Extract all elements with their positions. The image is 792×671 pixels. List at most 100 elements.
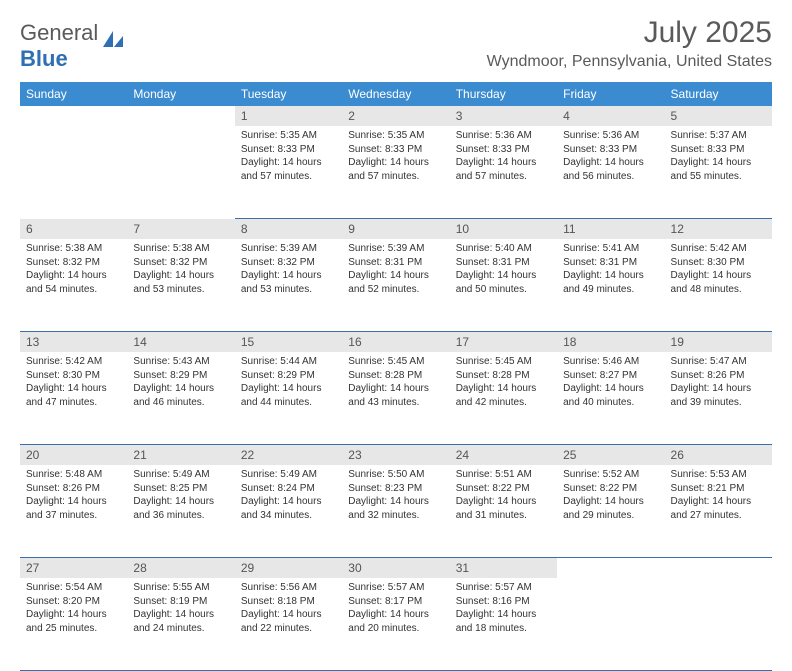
day-cell: Sunrise: 5:35 AMSunset: 8:33 PMDaylight:…	[342, 126, 449, 219]
day-cell: Sunrise: 5:37 AMSunset: 8:33 PMDaylight:…	[665, 126, 772, 219]
day-details: Sunrise: 5:38 AMSunset: 8:32 PMDaylight:…	[20, 239, 127, 300]
daylight-line: Daylight: 14 hours and 25 minutes.	[26, 608, 121, 635]
sunset-line: Sunset: 8:26 PM	[671, 369, 766, 383]
sunset-line: Sunset: 8:22 PM	[456, 482, 551, 496]
day-number: 2	[342, 106, 449, 126]
sunset-line: Sunset: 8:28 PM	[456, 369, 551, 383]
day-number: 30	[342, 558, 449, 578]
daylight-line: Daylight: 14 hours and 57 minutes.	[456, 156, 551, 183]
logo-text-a: General	[20, 20, 98, 45]
day-details: Sunrise: 5:56 AMSunset: 8:18 PMDaylight:…	[235, 578, 342, 639]
daylight-line: Daylight: 14 hours and 40 minutes.	[563, 382, 658, 409]
day-cell: Sunrise: 5:44 AMSunset: 8:29 PMDaylight:…	[235, 352, 342, 445]
daylight-line: Daylight: 14 hours and 56 minutes.	[563, 156, 658, 183]
header: General Blue July 2025 Wyndmoor, Pennsyl…	[20, 16, 772, 72]
day-cell: Sunrise: 5:43 AMSunset: 8:29 PMDaylight:…	[127, 352, 234, 445]
sunset-line: Sunset: 8:29 PM	[241, 369, 336, 383]
day-details: Sunrise: 5:57 AMSunset: 8:17 PMDaylight:…	[342, 578, 449, 639]
daylight-line: Daylight: 14 hours and 52 minutes.	[348, 269, 443, 296]
day-number-empty	[127, 106, 234, 126]
day-details: Sunrise: 5:39 AMSunset: 8:31 PMDaylight:…	[342, 239, 449, 300]
daylight-line: Daylight: 14 hours and 53 minutes.	[133, 269, 228, 296]
daynum-row: 2728293031	[20, 558, 772, 579]
day-number: 31	[450, 558, 557, 578]
daynum-row: 13141516171819	[20, 332, 772, 353]
weekday-header: Tuesday	[235, 82, 342, 106]
daylight-line: Daylight: 14 hours and 57 minutes.	[348, 156, 443, 183]
day-number: 1	[235, 106, 342, 126]
calendar-body: 12345Sunrise: 5:35 AMSunset: 8:33 PMDayl…	[20, 106, 772, 671]
day-cell: Sunrise: 5:38 AMSunset: 8:32 PMDaylight:…	[20, 239, 127, 332]
day-cell: Sunrise: 5:36 AMSunset: 8:33 PMDaylight:…	[450, 126, 557, 219]
sunrise-line: Sunrise: 5:49 AM	[241, 468, 336, 482]
weekday-header: Wednesday	[342, 82, 449, 106]
day-cell: Sunrise: 5:49 AMSunset: 8:24 PMDaylight:…	[235, 465, 342, 558]
day-number: 23	[342, 445, 449, 465]
sunset-line: Sunset: 8:31 PM	[563, 256, 658, 270]
day-number: 24	[450, 445, 557, 465]
day-cell: Sunrise: 5:57 AMSunset: 8:17 PMDaylight:…	[342, 578, 449, 671]
sunset-line: Sunset: 8:17 PM	[348, 595, 443, 609]
day-details: Sunrise: 5:40 AMSunset: 8:31 PMDaylight:…	[450, 239, 557, 300]
day-number: 28	[127, 558, 234, 578]
sunrise-line: Sunrise: 5:37 AM	[671, 129, 766, 143]
day-details: Sunrise: 5:37 AMSunset: 8:33 PMDaylight:…	[665, 126, 772, 187]
sunset-line: Sunset: 8:23 PM	[348, 482, 443, 496]
sunset-line: Sunset: 8:28 PM	[348, 369, 443, 383]
day-number-empty	[665, 558, 772, 578]
sunrise-line: Sunrise: 5:39 AM	[241, 242, 336, 256]
daylight-line: Daylight: 14 hours and 22 minutes.	[241, 608, 336, 635]
day-cell: Sunrise: 5:35 AMSunset: 8:33 PMDaylight:…	[235, 126, 342, 219]
sunrise-line: Sunrise: 5:43 AM	[133, 355, 228, 369]
daylight-line: Daylight: 14 hours and 49 minutes.	[563, 269, 658, 296]
day-cell: Sunrise: 5:49 AMSunset: 8:25 PMDaylight:…	[127, 465, 234, 558]
daynum-row: 6789101112	[20, 219, 772, 240]
daylight-line: Daylight: 14 hours and 36 minutes.	[133, 495, 228, 522]
day-details: Sunrise: 5:44 AMSunset: 8:29 PMDaylight:…	[235, 352, 342, 413]
daylight-line: Daylight: 14 hours and 57 minutes.	[241, 156, 336, 183]
daylight-line: Daylight: 14 hours and 29 minutes.	[563, 495, 658, 522]
sunset-line: Sunset: 8:33 PM	[563, 143, 658, 157]
day-number: 13	[20, 332, 127, 352]
day-number: 25	[557, 445, 664, 465]
sunset-line: Sunset: 8:24 PM	[241, 482, 336, 496]
day-details: Sunrise: 5:54 AMSunset: 8:20 PMDaylight:…	[20, 578, 127, 639]
day-number: 12	[665, 219, 772, 239]
sunset-line: Sunset: 8:33 PM	[671, 143, 766, 157]
day-details: Sunrise: 5:43 AMSunset: 8:29 PMDaylight:…	[127, 352, 234, 413]
day-number: 11	[557, 219, 664, 239]
sunrise-line: Sunrise: 5:44 AM	[241, 355, 336, 369]
daylight-line: Daylight: 14 hours and 50 minutes.	[456, 269, 551, 296]
sunrise-line: Sunrise: 5:46 AM	[563, 355, 658, 369]
sunset-line: Sunset: 8:31 PM	[348, 256, 443, 270]
day-details: Sunrise: 5:36 AMSunset: 8:33 PMDaylight:…	[450, 126, 557, 187]
day-cell: Sunrise: 5:46 AMSunset: 8:27 PMDaylight:…	[557, 352, 664, 445]
daylight-line: Daylight: 14 hours and 18 minutes.	[456, 608, 551, 635]
daylight-line: Daylight: 14 hours and 31 minutes.	[456, 495, 551, 522]
sunrise-line: Sunrise: 5:42 AM	[26, 355, 121, 369]
day-cell: Sunrise: 5:51 AMSunset: 8:22 PMDaylight:…	[450, 465, 557, 558]
day-details: Sunrise: 5:42 AMSunset: 8:30 PMDaylight:…	[665, 239, 772, 300]
day-cell: Sunrise: 5:45 AMSunset: 8:28 PMDaylight:…	[450, 352, 557, 445]
day-details: Sunrise: 5:49 AMSunset: 8:24 PMDaylight:…	[235, 465, 342, 526]
sunset-line: Sunset: 8:26 PM	[26, 482, 121, 496]
sunset-line: Sunset: 8:21 PM	[671, 482, 766, 496]
day-cell	[20, 126, 127, 219]
day-details: Sunrise: 5:45 AMSunset: 8:28 PMDaylight:…	[342, 352, 449, 413]
daylight-line: Daylight: 14 hours and 54 minutes.	[26, 269, 121, 296]
sunset-line: Sunset: 8:33 PM	[241, 143, 336, 157]
day-details: Sunrise: 5:45 AMSunset: 8:28 PMDaylight:…	[450, 352, 557, 413]
week-row: Sunrise: 5:48 AMSunset: 8:26 PMDaylight:…	[20, 465, 772, 558]
day-number: 4	[557, 106, 664, 126]
weekday-header: Friday	[557, 82, 664, 106]
day-number: 27	[20, 558, 127, 578]
day-details: Sunrise: 5:36 AMSunset: 8:33 PMDaylight:…	[557, 126, 664, 187]
day-number: 7	[127, 219, 234, 239]
sunset-line: Sunset: 8:30 PM	[26, 369, 121, 383]
week-row: Sunrise: 5:42 AMSunset: 8:30 PM Daylight:…	[20, 352, 772, 445]
sunrise-line: Sunrise: 5:55 AM	[133, 581, 228, 595]
day-details: Sunrise: 5:48 AMSunset: 8:26 PMDaylight:…	[20, 465, 127, 526]
sunset-line: Sunset: 8:27 PM	[563, 369, 658, 383]
sunset-line: Sunset: 8:32 PM	[133, 256, 228, 270]
sunrise-line: Sunrise: 5:57 AM	[456, 581, 551, 595]
